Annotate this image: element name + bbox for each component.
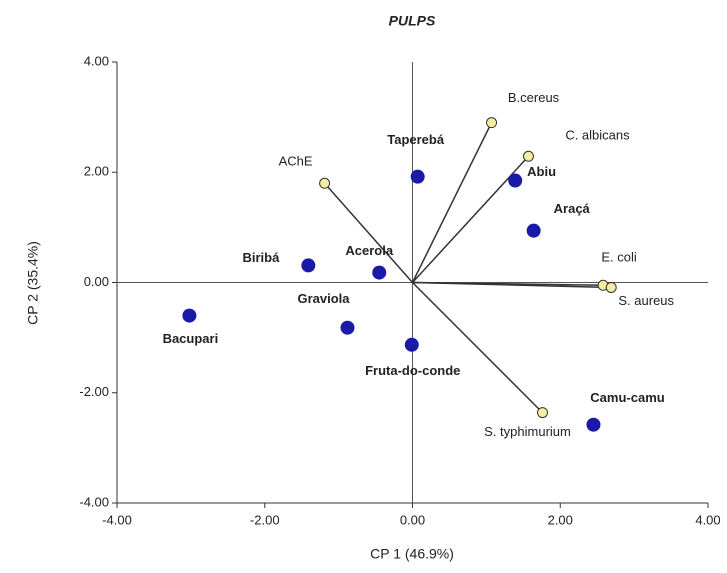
score-point bbox=[508, 173, 523, 188]
loading-vector bbox=[411, 122, 493, 283]
loading-label: S. typhimurium bbox=[484, 424, 571, 439]
score-label: Camu-camu bbox=[590, 390, 664, 405]
y-axis-label: CP 2 (35.4%) bbox=[25, 241, 41, 325]
score-point bbox=[410, 169, 425, 184]
x-tick-label: 2.00 bbox=[548, 512, 573, 527]
score-point bbox=[340, 320, 355, 335]
score-label: Fruta-do-conde bbox=[365, 363, 460, 378]
loading-label: S. aureus bbox=[618, 293, 674, 308]
loading-vector bbox=[412, 281, 612, 289]
y-tick-label: 4.00 bbox=[84, 53, 109, 68]
chart-title: PULPS bbox=[389, 13, 436, 29]
score-label: Taperebá bbox=[387, 132, 445, 147]
x-tick-label: -4.00 bbox=[102, 512, 132, 527]
score-label: Araçá bbox=[554, 201, 591, 216]
loading-label: B.cereus bbox=[508, 90, 560, 105]
score-label: Acerola bbox=[345, 243, 393, 258]
score-point bbox=[372, 265, 387, 280]
score-point bbox=[301, 258, 316, 273]
loading-label: E. coli bbox=[601, 250, 637, 265]
loading-label: AChE bbox=[279, 154, 313, 169]
score-point bbox=[404, 337, 419, 352]
loading-point bbox=[522, 150, 534, 162]
loading-vector bbox=[324, 182, 414, 283]
y-tick-label: 0.00 bbox=[84, 274, 109, 289]
loading-point bbox=[319, 177, 331, 189]
x-tick-label: -2.00 bbox=[250, 512, 280, 527]
score-label: Abiu bbox=[527, 164, 556, 179]
loading-vector bbox=[411, 281, 544, 414]
x-tick-label: 0.00 bbox=[400, 512, 425, 527]
score-point bbox=[526, 223, 541, 238]
x-axis-label: CP 1 (46.9%) bbox=[370, 546, 454, 562]
score-label: Bacupari bbox=[163, 331, 219, 346]
loading-label: C. albicans bbox=[565, 128, 630, 143]
y-tick-label: -2.00 bbox=[79, 384, 109, 399]
score-point bbox=[586, 417, 601, 432]
loading-point bbox=[537, 407, 549, 419]
loading-point bbox=[605, 281, 617, 293]
loading-point bbox=[486, 117, 498, 129]
score-point bbox=[182, 308, 197, 323]
score-label: Biribá bbox=[242, 250, 280, 265]
y-tick-label: 2.00 bbox=[84, 164, 109, 179]
y-tick-label: -4.00 bbox=[79, 494, 109, 509]
x-tick-label: 4.00 bbox=[695, 512, 720, 527]
score-label: Graviola bbox=[297, 291, 350, 306]
